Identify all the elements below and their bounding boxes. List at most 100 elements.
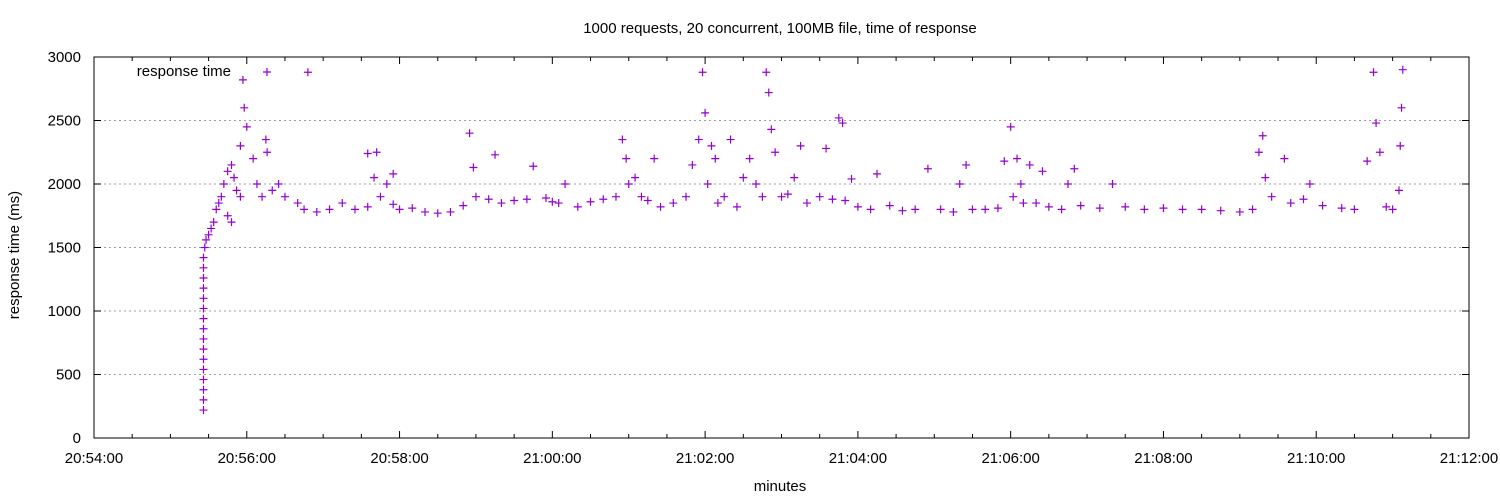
data-point	[363, 202, 372, 211]
data-point	[541, 193, 550, 202]
data-point	[199, 294, 208, 303]
data-point	[599, 195, 608, 204]
data-point	[202, 235, 211, 244]
data-point	[624, 180, 633, 188]
data-point	[293, 199, 302, 208]
data-point	[548, 197, 557, 206]
data-point	[1009, 192, 1018, 201]
data-point	[274, 180, 283, 188]
data-point	[1076, 201, 1085, 210]
data-point	[1397, 103, 1406, 112]
x-axis-ticks: 20:54:00 20:56:00 20:58:00 21:00:00 21:02:00…	[65, 57, 1498, 467]
data-point	[650, 154, 659, 163]
data-point	[199, 406, 208, 415]
chart-title: 1000 requests, 20 concurrent, 100MB file…	[583, 20, 977, 37]
data-point	[199, 385, 208, 394]
y-tick-label: 1000	[48, 303, 81, 320]
data-point	[497, 199, 506, 208]
data-point	[350, 205, 359, 214]
data-point	[217, 192, 226, 201]
data-point	[199, 253, 208, 262]
data-point	[698, 68, 707, 77]
y-tick-label: 500	[56, 367, 81, 384]
data-point	[223, 211, 232, 220]
data-point	[236, 192, 245, 201]
data-point	[199, 284, 208, 293]
data-point	[395, 205, 404, 214]
data-point	[1299, 195, 1308, 204]
y-tick-label: 1500	[48, 240, 81, 257]
data-point	[529, 162, 538, 171]
data-point	[232, 186, 241, 195]
data-point	[701, 108, 710, 117]
data-point	[767, 125, 776, 134]
data-point	[1261, 173, 1270, 182]
data-point	[713, 199, 722, 208]
data-point	[732, 202, 741, 211]
y-tick-label: 0	[73, 430, 81, 447]
data-point	[631, 173, 640, 182]
y-axis-label: response time (ms)	[6, 191, 23, 319]
data-point	[199, 375, 208, 384]
data-point	[643, 196, 652, 205]
data-point	[209, 218, 218, 227]
data-point	[382, 180, 391, 188]
data-point	[242, 122, 251, 131]
data-point	[949, 207, 958, 216]
data-point	[207, 224, 216, 233]
data-point	[199, 395, 208, 404]
data-point	[1159, 204, 1168, 213]
data-point	[389, 169, 398, 178]
data-point	[847, 174, 856, 183]
data-point	[1382, 202, 1391, 211]
data-point	[199, 304, 208, 313]
data-point	[962, 160, 971, 169]
x-tick-label: 20:54:00	[65, 450, 123, 467]
data-point	[1032, 199, 1041, 208]
y-axis-ticks: 0 500 1000 1500 2000 2500 3000	[48, 49, 1469, 447]
data-point	[1337, 204, 1346, 213]
data-point	[790, 173, 799, 182]
data-point	[758, 192, 767, 201]
x-tick-label: 21:04:00	[829, 450, 887, 467]
data-point	[1363, 157, 1372, 166]
data-point	[491, 150, 500, 159]
data-point	[1006, 122, 1015, 131]
data-point	[783, 190, 792, 199]
data-point	[866, 205, 875, 214]
data-point	[1235, 207, 1244, 216]
data-point	[1216, 206, 1225, 215]
data-point	[554, 199, 563, 208]
x-tick-label: 21:06:00	[981, 450, 1039, 467]
data-point	[911, 205, 920, 214]
data-point	[376, 192, 385, 201]
data-point	[1108, 180, 1117, 188]
data-point	[1375, 148, 1384, 157]
data-point	[822, 144, 831, 153]
data-point	[363, 149, 372, 158]
data-point	[236, 141, 245, 150]
x-tick-label: 21:12:00	[1440, 450, 1498, 467]
data-point	[238, 75, 247, 84]
data-point	[726, 135, 735, 144]
data-point	[656, 202, 665, 211]
data-point	[1372, 119, 1381, 128]
data-point	[1248, 205, 1257, 214]
data-point	[199, 365, 208, 374]
data-point	[745, 154, 754, 163]
data-point	[1398, 65, 1407, 74]
data-point	[199, 273, 208, 282]
x-tick-label: 21:02:00	[676, 450, 734, 467]
data-point	[1254, 148, 1263, 157]
data-point	[258, 192, 267, 201]
data-point	[223, 167, 232, 176]
data-point	[370, 173, 379, 182]
x-tick-label: 20:56:00	[218, 450, 276, 467]
data-point	[204, 230, 213, 239]
data-point	[872, 169, 881, 178]
data-point	[465, 129, 474, 138]
data-point	[268, 186, 277, 195]
data-point	[834, 113, 843, 122]
data-point	[459, 201, 468, 210]
x-tick-label: 20:58:00	[370, 450, 428, 467]
